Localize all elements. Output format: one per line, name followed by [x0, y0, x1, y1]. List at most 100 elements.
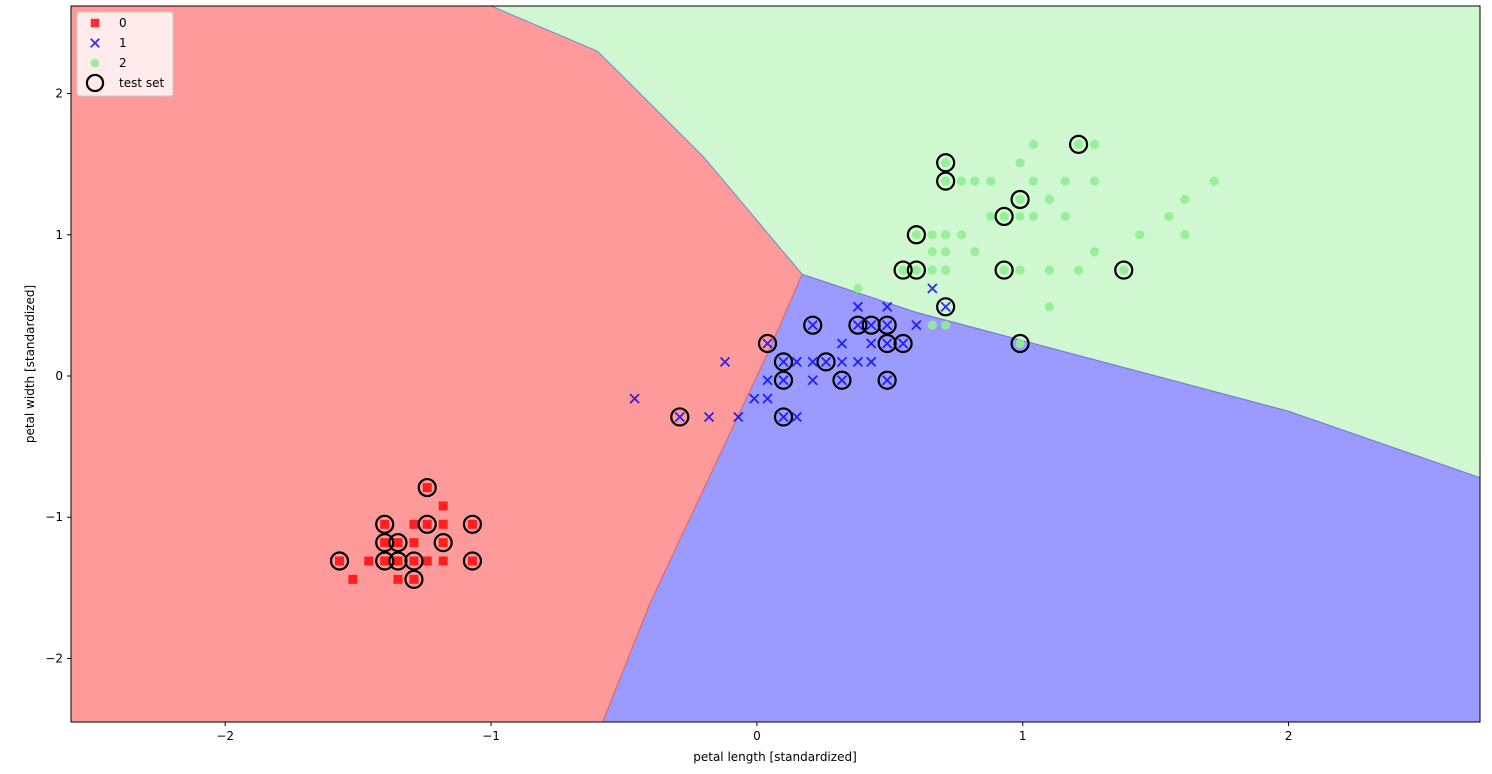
- data-point: [1010, 189, 1030, 210]
- data-point: [852, 356, 864, 368]
- data-point: [422, 483, 432, 493]
- data-point: [906, 225, 927, 245]
- data-point: [762, 393, 773, 404]
- data-point: [417, 514, 437, 534]
- legend-marker: [85, 73, 105, 93]
- data-point: [927, 320, 937, 330]
- data-point: [1010, 333, 1030, 354]
- data-point: [1135, 230, 1145, 240]
- data-point: [848, 315, 868, 335]
- y-tick-label: −2: [45, 651, 63, 665]
- data-point: [462, 551, 483, 571]
- data-point: [836, 356, 848, 368]
- data-point: [803, 315, 823, 335]
- data-point: [629, 393, 640, 404]
- data-point: [703, 411, 715, 423]
- data-point: [433, 533, 453, 553]
- y-tick-label: 0: [55, 369, 63, 383]
- data-point: [882, 301, 893, 312]
- data-point: [1044, 302, 1054, 312]
- series-test-set: [329, 134, 1134, 589]
- data-point: [941, 158, 951, 168]
- data-point: [1028, 139, 1038, 149]
- data-point: [404, 551, 424, 571]
- data-point: [762, 338, 773, 349]
- data-point: [1089, 139, 1100, 149]
- data-point: [364, 556, 374, 566]
- data-point: [467, 556, 477, 566]
- data-point: [438, 538, 448, 548]
- data-point: [1044, 265, 1054, 275]
- data-point: [1119, 265, 1129, 275]
- data-point: [757, 333, 778, 354]
- data-point: [906, 260, 927, 280]
- data-point: [791, 356, 802, 368]
- data-point: [820, 356, 832, 368]
- data-point: [329, 551, 350, 571]
- data-point: [994, 206, 1014, 227]
- data-point: [1073, 139, 1084, 149]
- legend-entry: 0: [90, 16, 127, 30]
- data-point: [778, 356, 789, 368]
- data-point: [348, 574, 358, 584]
- legend-marker: [90, 18, 100, 28]
- data-point: [409, 574, 419, 584]
- data-point: [807, 356, 818, 368]
- data-point: [927, 247, 937, 257]
- x-axis-ticks: −2 −1 0 1 2: [216, 722, 1292, 743]
- x-tick-label: 1: [1019, 729, 1027, 743]
- data-point: [438, 519, 448, 529]
- data-point: [927, 283, 938, 294]
- data-point: [393, 556, 403, 566]
- data-point: [970, 176, 980, 186]
- data-point: [927, 230, 937, 240]
- data-point: [388, 533, 408, 553]
- data-point: [791, 411, 802, 423]
- data-point: [816, 352, 836, 372]
- data-point: [893, 333, 913, 354]
- data-point: [393, 538, 403, 548]
- data-point: [1015, 338, 1025, 349]
- data-point: [1114, 260, 1134, 280]
- data-point: [1015, 158, 1025, 168]
- data-point: [853, 283, 863, 294]
- data-point: [956, 230, 967, 240]
- data-point: [773, 407, 794, 427]
- data-point: [1164, 211, 1174, 222]
- legend-box: [76, 11, 174, 97]
- data-point: [409, 556, 419, 566]
- legend-entry: 2: [90, 56, 127, 70]
- data-point: [1028, 211, 1038, 222]
- boundary-red-green: [490, 6, 803, 275]
- data-point: [941, 265, 951, 275]
- data-point: [999, 211, 1009, 222]
- data-point: [866, 338, 877, 349]
- region-class-0: [71, 6, 803, 722]
- data-point: [778, 375, 789, 386]
- data-point: [1060, 211, 1070, 222]
- data-point: [1180, 230, 1190, 240]
- series-2: [853, 139, 1219, 349]
- data-points: [329, 134, 1219, 589]
- data-point: [462, 514, 483, 534]
- data-point: [749, 393, 760, 404]
- data-point: [898, 265, 908, 275]
- boundary-green-blue: [801, 273, 1480, 479]
- data-point: [893, 260, 913, 280]
- data-point: [1060, 176, 1070, 186]
- data-point: [393, 574, 403, 584]
- data-point: [936, 153, 956, 173]
- data-point: [877, 370, 897, 390]
- boundary-red-blue: [602, 274, 803, 722]
- data-point: [807, 375, 818, 386]
- data-point: [762, 375, 773, 386]
- data-point: [422, 556, 432, 566]
- data-point: [882, 375, 893, 386]
- data-point: [1028, 176, 1038, 186]
- x-axis-label: petal length [standardized]: [693, 750, 857, 764]
- x-tick-label: −1: [482, 729, 500, 743]
- data-point: [994, 260, 1014, 280]
- data-point: [936, 171, 956, 191]
- legend-entry: test set: [85, 73, 164, 93]
